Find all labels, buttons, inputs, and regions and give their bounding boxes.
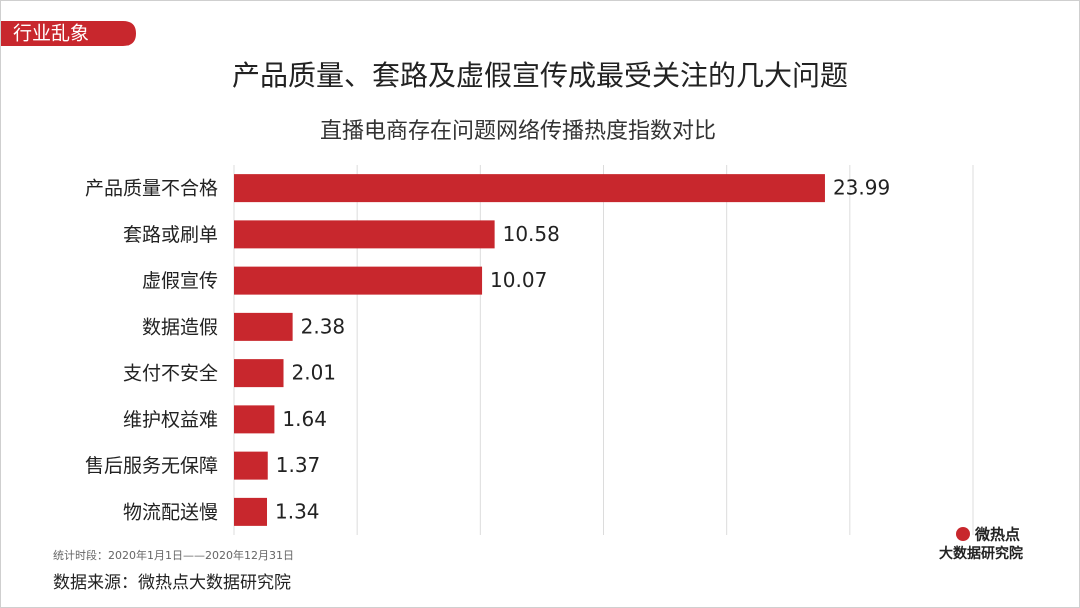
category-label: 数据造假 [142, 316, 218, 338]
value-label: 2.38 [301, 314, 346, 338]
category-label: 产品质量不合格 [85, 178, 218, 200]
source-note: 数据来源：微热点大数据研究院 [53, 573, 291, 593]
logo-name: 微热点 [974, 526, 1020, 544]
category-label: 虚假宣传 [142, 270, 218, 292]
chart-title: 产品质量、套路及虚假宣传成最受关注的几大问题 [232, 59, 848, 92]
value-label: 1.34 [275, 499, 320, 523]
logo-icon [956, 527, 970, 541]
value-label: 23.99 [833, 176, 890, 200]
bar [234, 174, 825, 203]
value-label: 1.64 [282, 407, 327, 431]
category-label: 维护权益难 [123, 409, 218, 431]
tag: 行业乱象 [13, 23, 89, 45]
chart-subtitle: 直播电商存在问题网络传播热度指数对比 [320, 119, 716, 144]
category-label: 支付不安全 [123, 363, 218, 385]
category-label: 售后服务无保障 [85, 455, 218, 477]
bar [234, 266, 483, 295]
bar [234, 405, 275, 434]
period-note: 统计时段：2020年1月1日——2020年12月31日 [53, 548, 294, 562]
bar [234, 312, 293, 341]
logo-subname: 大数据研究院 [939, 545, 1023, 562]
tag-background [1, 21, 136, 46]
value-label: 2.01 [292, 361, 337, 385]
value-label: 1.37 [276, 453, 321, 477]
bar [234, 220, 495, 249]
value-label: 10.07 [490, 268, 547, 292]
value-label: 10.58 [503, 222, 560, 246]
category-label: 套路或刷单 [123, 224, 218, 246]
category-label: 物流配送慢 [123, 501, 218, 523]
bar [234, 359, 284, 388]
bar [234, 451, 268, 480]
bar [234, 497, 268, 526]
